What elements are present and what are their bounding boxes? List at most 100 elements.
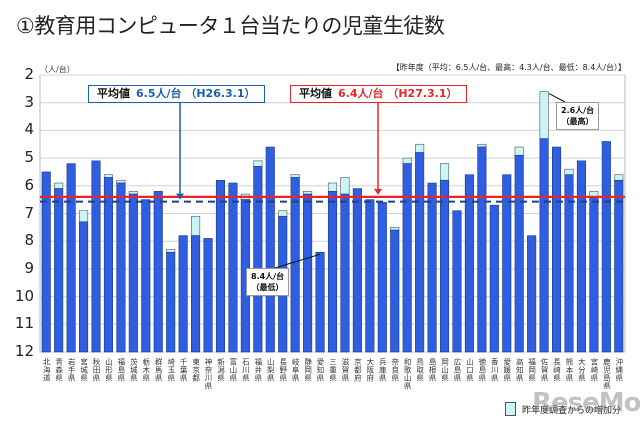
x-tick-label: 宮城県 [79,358,89,382]
watermark-logo: ReseMom [532,388,640,418]
bar-increase [166,249,176,253]
min-value: 8.4人/台 [251,272,285,281]
x-tick-label: 大阪府 [365,358,375,382]
bar-increase [439,163,450,181]
x-tick-label: 福島県 [116,358,126,382]
bar [514,155,524,353]
bar [365,199,375,353]
y-tick-label: 3 [24,92,34,111]
bar [527,235,537,353]
min-callout: 8.4人/台 （最低） [246,268,290,296]
x-tick-label: 長崎県 [552,358,562,382]
bar [477,146,487,353]
bar [203,238,213,353]
bar [91,160,101,353]
bar-increase [290,174,300,178]
bar-increase [564,168,574,176]
bar-increase [539,91,549,140]
bar [153,191,163,353]
bar [215,179,226,353]
bar [464,174,474,353]
y-axis-unit: （人/台） [40,65,75,74]
bar [390,229,400,353]
x-tick-label: 山形県 [104,358,114,382]
previous-year-note: 【昨年度（平均：6.5人/台、最高：4.3人/台、最低：8.4人/台）】 [391,63,626,72]
x-tick-label: 沖縄県 [614,358,624,382]
y-tick-label: 10 [14,286,34,305]
bar-increase [303,191,313,195]
bar [54,188,64,353]
average-value: 6.4人/台 （H27.3.1） [338,87,458,100]
bar [489,204,499,353]
x-tick-label: 和歌山県 [403,358,413,390]
x-tick-label: 徳島県 [477,358,487,382]
max-value: 2.6人/台 [561,106,595,115]
bar [452,210,462,353]
bar [352,188,362,353]
bar [116,182,126,353]
x-tick-label: 愛知県 [316,358,326,382]
bar [191,235,201,353]
x-tick-label: 広島県 [452,358,462,382]
bar-increase [253,160,263,167]
bar [576,160,586,353]
legend-swatch [505,402,516,416]
bar [41,171,51,353]
bar [178,235,188,353]
bar-increase [415,143,425,153]
average-label: 平均値 [299,87,332,100]
bar [253,166,263,353]
x-tick-label: 富山県 [228,358,238,382]
x-tick-label: 兵庫県 [378,358,388,382]
x-tick-label: 滋賀県 [340,358,350,382]
x-tick-label: 北海道 [42,358,52,382]
bar [539,138,549,353]
bar [103,177,114,353]
x-tick-label: 青森県 [54,358,64,382]
legend-label: 昨年度調査からの増加分 [522,405,622,416]
x-tick-label: 福岡県 [527,358,537,382]
x-tick-label: 鹿児島県 [602,358,612,390]
average-label: 平均値 [97,87,130,100]
y-tick-label: 11 [14,314,34,333]
x-tick-label: 埼玉県 [166,358,176,382]
y-tick-label: 5 [24,148,34,167]
x-tick-label: 熊本県 [564,358,574,382]
y-tick-label: 9 [24,258,34,277]
y-tick-label: 8 [24,231,34,250]
bar [303,193,313,353]
max-callout: 2.6人/台 （最高） [556,102,600,130]
bar-increase [327,182,338,192]
x-tick-label: 東京都 [191,358,201,382]
bar [79,221,89,353]
x-tick-label: 福井県 [253,358,263,382]
x-tick-label: 岐阜県 [291,358,301,382]
x-tick-label: 山口県 [465,358,475,382]
x-tick-label: 京都府 [353,358,363,382]
bar-increase [54,182,64,189]
x-tick-label: 千葉県 [179,358,189,382]
x-tick-label: 宮崎県 [589,358,599,382]
x-tick-label: 奈良県 [390,358,400,382]
bar-increase [103,174,114,178]
bar [128,193,138,353]
bar [415,152,425,353]
bar [315,251,325,353]
x-tick-label: 新潟県 [216,358,226,382]
bar-increase [614,174,624,181]
bar-increase [128,191,138,195]
bar [502,174,512,353]
bar [589,196,599,353]
x-tick-label: 高知県 [515,358,525,382]
bar [439,179,450,353]
bar [166,251,176,353]
bar [340,193,350,353]
bar [427,182,437,353]
bar [327,191,338,353]
y-tick-label: 12 [14,342,34,360]
chart-title: ①教育用コンピュータ１台当たりの児童生徒数 [16,14,445,38]
arrowhead-icon [374,188,382,195]
x-tick-label: 栃木県 [141,358,151,382]
